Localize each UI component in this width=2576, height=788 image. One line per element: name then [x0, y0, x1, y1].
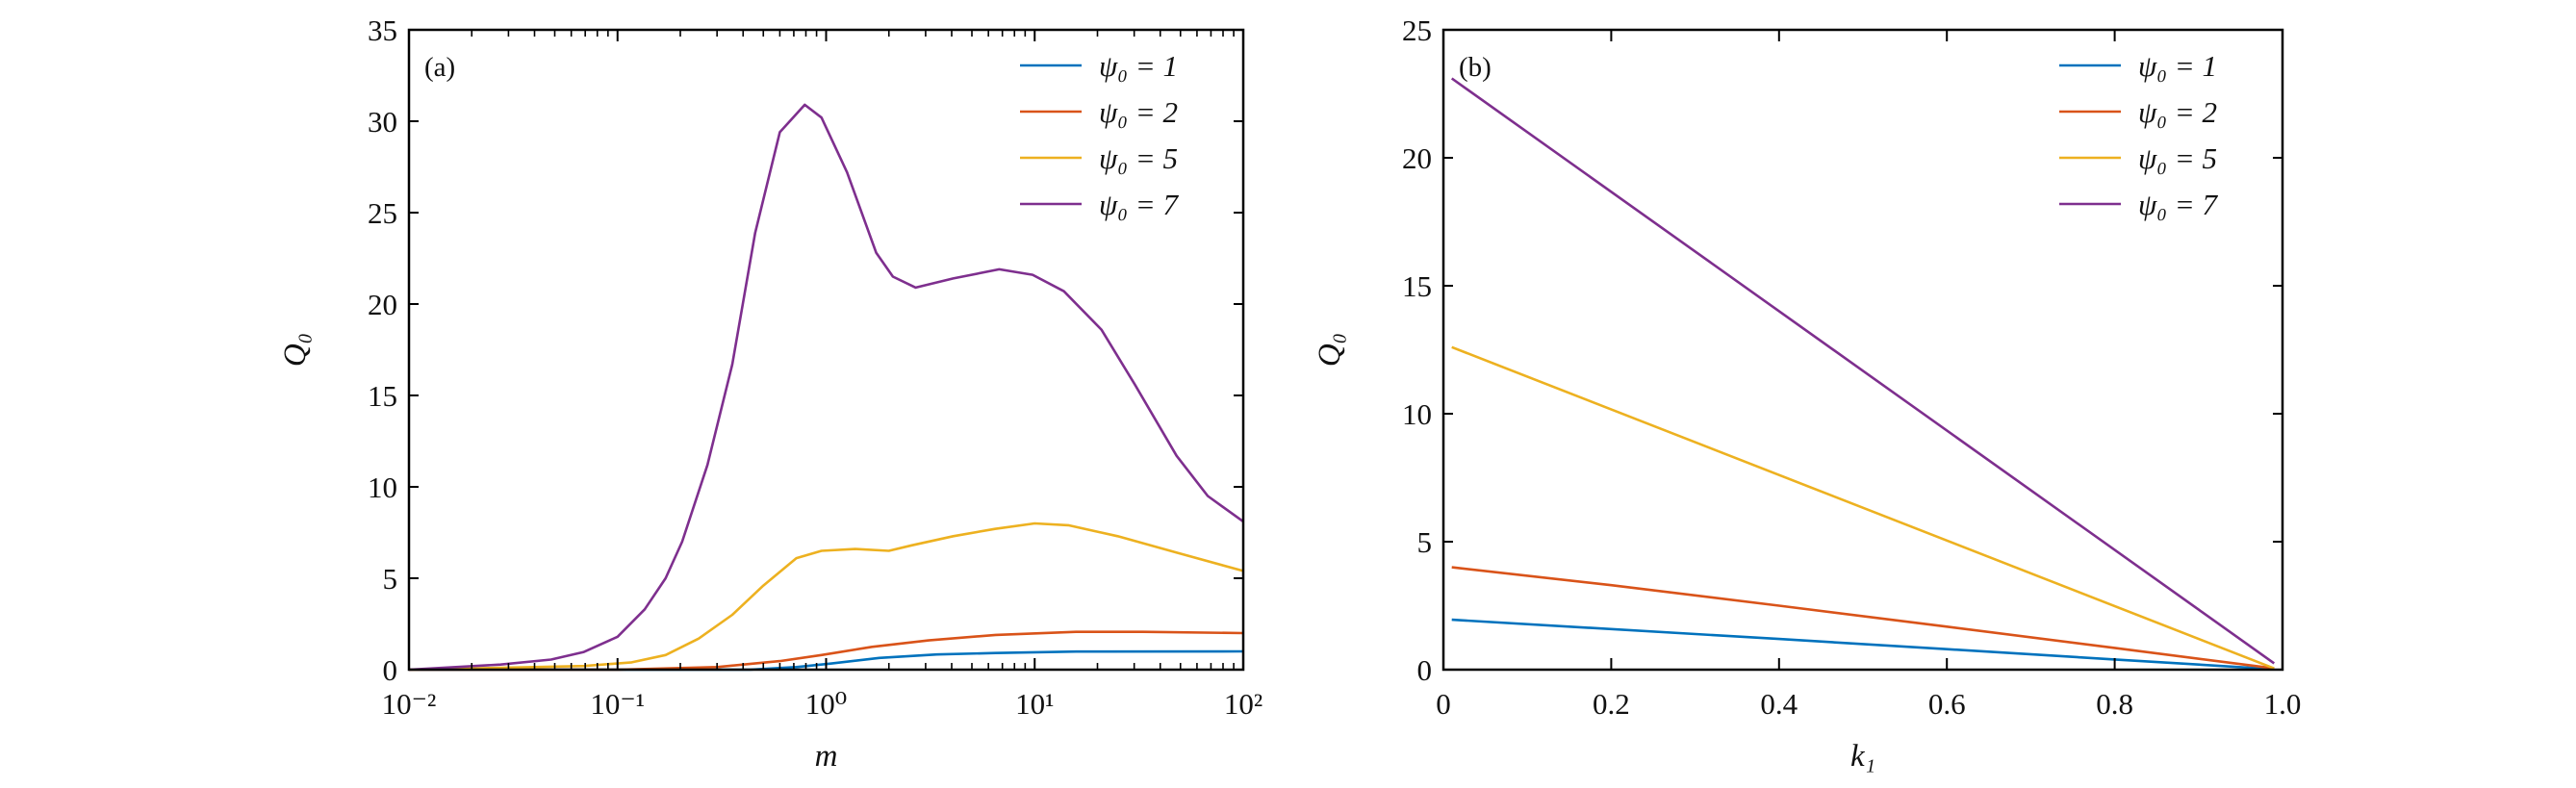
y-tick-label: 10 — [1402, 397, 1432, 431]
legend-entry: ψ₀ = 7 — [1099, 188, 1179, 221]
y-axis-label: Q₀ — [278, 333, 313, 367]
y-tick-label: 0 — [1417, 653, 1433, 687]
panel-label: (b) — [1459, 52, 1492, 83]
y-tick-label: 5 — [1417, 525, 1433, 559]
x-tick-label: 0.8 — [2096, 687, 2133, 721]
legend-entry: ψ₀ = 2 — [1099, 95, 1178, 129]
x-tick-label: 0.2 — [1593, 687, 1630, 721]
y-tick-label: 15 — [368, 379, 397, 413]
series-line-psi0-5 — [408, 521, 1244, 672]
y-tick-label: 10 — [368, 470, 397, 504]
y-tick-label: 20 — [1402, 141, 1432, 175]
y-axis-label: Q₀ — [1313, 333, 1347, 367]
legend-entry: ψ₀ = 7 — [2138, 188, 2218, 221]
x-tick-label: 10¹ — [1015, 687, 1054, 721]
panel-label: (a) — [424, 52, 455, 83]
series-line-psi0-1 — [1451, 618, 2275, 671]
x-tick-label: 0 — [1436, 687, 1451, 721]
series-line-psi0-7 — [1450, 77, 2276, 665]
y-tick-label: 20 — [368, 288, 397, 321]
series-line-psi0-5 — [1451, 345, 2275, 670]
y-tick-label: 30 — [368, 105, 397, 139]
x-tick-label: 0.4 — [1760, 687, 1798, 721]
x-tick-label: 10⁻¹ — [590, 687, 645, 721]
y-tick-label: 25 — [1402, 13, 1432, 47]
legend-entry: ψ₀ = 1 — [1099, 49, 1178, 83]
series-line-psi0-2 — [409, 630, 1244, 672]
y-tick-label: 15 — [1402, 269, 1432, 303]
x-tick-label: 0.6 — [1928, 687, 1966, 721]
x-tick-label: 10² — [1224, 687, 1262, 721]
x-axis-label: m — [815, 739, 838, 774]
series-line-psi0-2 — [1451, 566, 2275, 670]
y-tick-label: 0 — [383, 653, 398, 687]
legend-entry: ψ₀ = 5 — [1099, 141, 1178, 175]
y-tick-label: 25 — [368, 196, 397, 230]
x-tick-label: 10⁰ — [805, 687, 847, 721]
panel-a: 0 5 10 15 20 25 30 35 10⁻² 10⁻¹ 10⁰ 10¹ 10² m Q₀ (a) ψ₀ … — [278, 13, 1262, 774]
panel-b: 0 5 10 15 20 25 0 0.2 0.4 0.6 0.8 1.0 k₁ Q₀ (b) ψ₀ = 1 ψ… — [1313, 13, 2301, 774]
y-tick-label: 35 — [368, 13, 397, 47]
series-line-psi0-7 — [408, 103, 1244, 672]
y-tick-label: 5 — [383, 562, 398, 596]
plot-frame — [1441, 28, 2284, 672]
x-tick-label: 10⁻² — [382, 687, 437, 721]
legend-entry: ψ₀ = 1 — [2138, 49, 2217, 83]
legend-entry: ψ₀ = 2 — [2138, 95, 2217, 129]
x-tick-label: 1.0 — [2264, 687, 2302, 721]
x-axis-label: k₁ — [1850, 739, 1875, 774]
legend-entry: ψ₀ = 5 — [2138, 141, 2217, 175]
